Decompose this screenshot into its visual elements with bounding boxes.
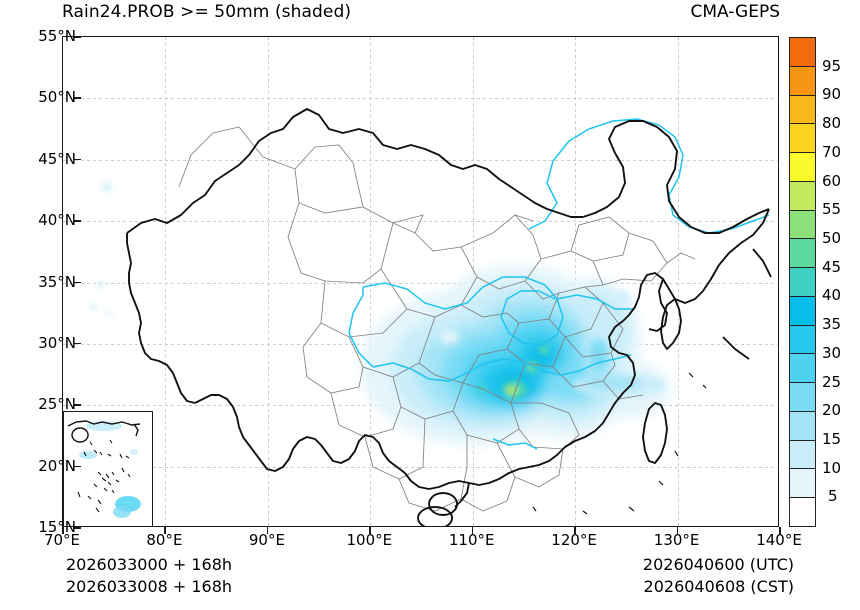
colorbar-band bbox=[790, 181, 815, 211]
footer-valid-utc: 2026040600 (UTC) bbox=[642, 555, 794, 574]
x-tick bbox=[164, 527, 166, 534]
rivers bbox=[348, 118, 770, 450]
colorbar-band bbox=[790, 440, 815, 470]
colorbar-band bbox=[790, 469, 815, 499]
national-borders bbox=[126, 108, 772, 526]
gridline-lat bbox=[63, 466, 778, 468]
x-tick bbox=[676, 527, 679, 534]
colorbar-band bbox=[790, 124, 815, 154]
y-tick bbox=[74, 36, 81, 38]
y-axis-label: 45°N bbox=[38, 149, 76, 168]
colorbar-tick-label: 90 bbox=[822, 85, 842, 104]
map-canvas bbox=[63, 37, 778, 526]
colorbar-tick-label: 50 bbox=[822, 228, 842, 247]
model-label: CMA-GEPS bbox=[690, 2, 780, 22]
colorbar-tick-label: 10 bbox=[822, 458, 842, 477]
colorbar-tick-label: 5 bbox=[828, 487, 838, 506]
y-axis-label: 30°N bbox=[38, 333, 76, 352]
x-tick bbox=[471, 527, 474, 534]
y-tick bbox=[74, 404, 81, 406]
colorbar-band bbox=[790, 383, 815, 412]
small-islands bbox=[532, 372, 707, 515]
colorbar-band bbox=[790, 268, 815, 297]
x-axis-label: 100°E bbox=[346, 531, 393, 549]
y-tick bbox=[74, 527, 81, 529]
footer-init-utc: 2026033000 + 168h bbox=[66, 555, 233, 574]
y-axis-label: 15°N bbox=[38, 518, 76, 536]
x-axis-label: 120°E bbox=[551, 531, 597, 549]
colorbar-band bbox=[790, 296, 815, 326]
y-tick bbox=[74, 97, 81, 99]
colorbar-band bbox=[790, 354, 815, 384]
y-tick bbox=[74, 281, 81, 284]
x-axis-label: 90°E bbox=[248, 531, 285, 549]
footer-init-cst: 2026033008 + 168h bbox=[66, 577, 233, 596]
probability-shading-layer bbox=[90, 183, 671, 445]
y-tick bbox=[74, 342, 81, 345]
y-tick bbox=[74, 465, 81, 468]
x-tick bbox=[369, 527, 371, 534]
geography-layer bbox=[126, 108, 772, 526]
colorbar-band bbox=[790, 95, 815, 125]
y-axis-label: 40°N bbox=[38, 211, 76, 230]
colorbar-tick-label: 35 bbox=[822, 315, 842, 334]
y-axis-label: 20°N bbox=[38, 456, 76, 475]
colorbar-band bbox=[790, 153, 815, 182]
gridline-lon bbox=[165, 37, 167, 526]
gridline-lon bbox=[267, 37, 269, 526]
y-axis-label: 25°N bbox=[38, 395, 76, 414]
colorbar-band bbox=[790, 38, 815, 67]
x-axis-label: 80°E bbox=[146, 531, 183, 549]
x-tick bbox=[62, 527, 64, 534]
page-title: Rain24.PROB >= 50mm (shaded) bbox=[62, 2, 352, 22]
province-borders bbox=[178, 126, 696, 512]
x-axis-label: 130°E bbox=[653, 531, 700, 549]
gridline-lat bbox=[63, 98, 778, 100]
colorbar-band bbox=[790, 411, 815, 441]
colorbar[interactable] bbox=[789, 37, 816, 527]
x-tick bbox=[574, 527, 576, 534]
colorbar-band bbox=[790, 66, 815, 96]
x-tick bbox=[779, 527, 781, 534]
x-axis-label: 110°E bbox=[448, 531, 495, 549]
south-china-sea-inset bbox=[63, 411, 153, 526]
colorbar-band bbox=[790, 498, 815, 527]
colorbar-tick-label: 20 bbox=[822, 401, 842, 420]
colorbar-tick-label: 60 bbox=[822, 171, 842, 190]
gridline-lat bbox=[63, 159, 778, 161]
x-tick bbox=[266, 527, 269, 534]
colorbar-tick-label: 80 bbox=[822, 114, 842, 133]
y-axis-label: 50°N bbox=[38, 88, 76, 107]
colorbar-tick-label: 30 bbox=[822, 343, 842, 362]
colorbar-tick-label: 15 bbox=[822, 429, 842, 448]
colorbar-tick-label: 55 bbox=[822, 200, 842, 219]
y-axis-label: 35°N bbox=[38, 272, 76, 291]
x-axis-label: 140°E bbox=[756, 531, 802, 549]
colorbar-band bbox=[790, 325, 815, 355]
colorbar-tick-label: 45 bbox=[822, 257, 842, 276]
gridline-lon bbox=[677, 37, 679, 526]
colorbar-band bbox=[790, 210, 815, 240]
colorbar-tick-label: 70 bbox=[822, 142, 842, 161]
map-plot-area[interactable] bbox=[62, 36, 779, 527]
gridline-lat bbox=[63, 282, 778, 284]
y-tick bbox=[74, 220, 81, 222]
gridline-lon bbox=[370, 37, 372, 526]
x-axis-label: 70°E bbox=[43, 531, 81, 549]
colorbar-tick-label: 25 bbox=[822, 372, 842, 391]
y-tick bbox=[74, 158, 81, 161]
inset-map bbox=[67, 420, 141, 518]
colorbar-band bbox=[790, 239, 815, 269]
colorbar-tick-label: 95 bbox=[822, 56, 842, 75]
footer-valid-cst: 2026040608 (CST) bbox=[643, 577, 794, 596]
y-axis-label: 55°N bbox=[38, 27, 76, 45]
colorbar-tick-label: 40 bbox=[822, 286, 842, 305]
